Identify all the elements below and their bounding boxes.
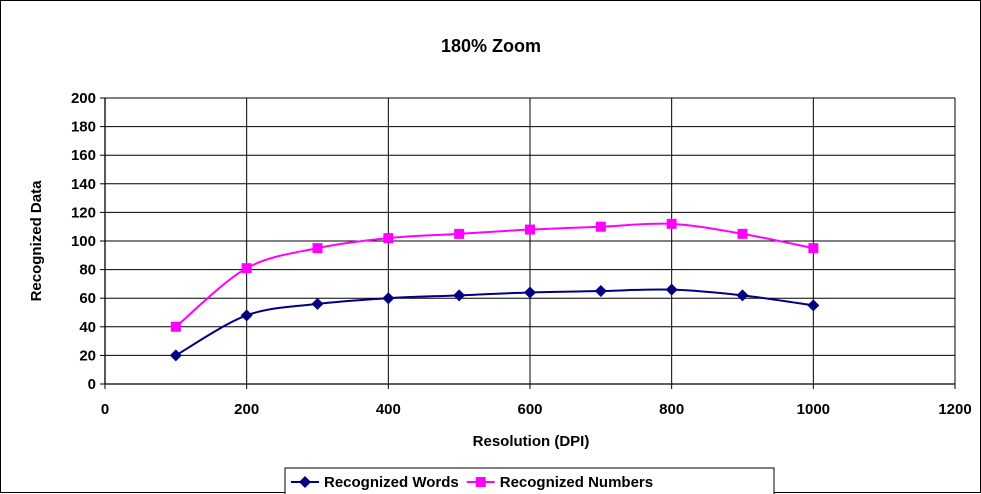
data-point (525, 224, 535, 235)
y-tick-label: 180 (71, 119, 96, 136)
legend-item: Recognized Numbers (466, 474, 653, 491)
axes (100, 97, 956, 389)
x-tick-label: 0 (101, 401, 109, 418)
x-tick-label: 200 (234, 401, 259, 418)
legend-item: Recognized Words (291, 474, 459, 491)
series-recognized-words (169, 283, 820, 362)
y-tick-label: 120 (71, 204, 96, 221)
data-point (383, 233, 394, 244)
series-line (175, 288, 814, 357)
legend-label: Recognized Numbers (500, 474, 653, 491)
series-line (175, 222, 814, 328)
y-tick-label: 100 (71, 233, 96, 250)
data-point (594, 285, 607, 298)
data-point (241, 263, 252, 274)
data-point (665, 283, 678, 296)
data-point (382, 292, 395, 305)
data-point (666, 218, 677, 229)
y-tick-label: 200 (71, 90, 96, 107)
data-point (524, 286, 536, 299)
x-axis-title: Resolution (DPI) (473, 433, 590, 450)
data-point (311, 297, 324, 310)
y-axis-title: Recognized Data (28, 180, 45, 302)
x-tick-label: 400 (376, 401, 401, 418)
legend: Recognized Words Recognized Numbers (284, 467, 775, 494)
x-tick-label: 800 (659, 401, 684, 418)
data-point (737, 228, 748, 239)
chart-title: 180% Zoom (441, 36, 541, 56)
x-tick-label: 1200 (938, 401, 971, 418)
legend-box (284, 467, 775, 494)
y-tick-labels: 0 20 40 60 80 100 120 140 160 180 200 (71, 90, 96, 393)
y-tick-label: 60 (79, 290, 96, 307)
x-tick-label: 600 (517, 401, 542, 418)
data-point (169, 349, 182, 362)
legend-marker (475, 477, 486, 487)
legend-label: Recognized Words (324, 474, 459, 491)
data-point (453, 289, 466, 302)
legend-marker (299, 476, 311, 488)
series-layer (169, 218, 820, 362)
data-point (240, 309, 253, 322)
data-point (170, 321, 181, 332)
y-tick-label: 40 (79, 319, 96, 336)
y-tick-label: 160 (71, 147, 96, 164)
series-recognized-numbers (170, 218, 819, 332)
data-point (807, 299, 820, 312)
y-tick-label: 0 (88, 376, 96, 393)
data-point (808, 243, 819, 254)
x-tick-label: 1000 (797, 401, 830, 418)
data-point (736, 289, 749, 302)
data-point (312, 243, 323, 254)
y-tick-label: 20 (79, 347, 96, 364)
data-point (454, 228, 465, 239)
y-tick-label: 140 (71, 176, 96, 193)
data-point (595, 221, 606, 232)
y-tick-label: 80 (79, 262, 96, 279)
x-tick-labels: 0 200 400 600 800 1000 1200 (101, 401, 972, 418)
